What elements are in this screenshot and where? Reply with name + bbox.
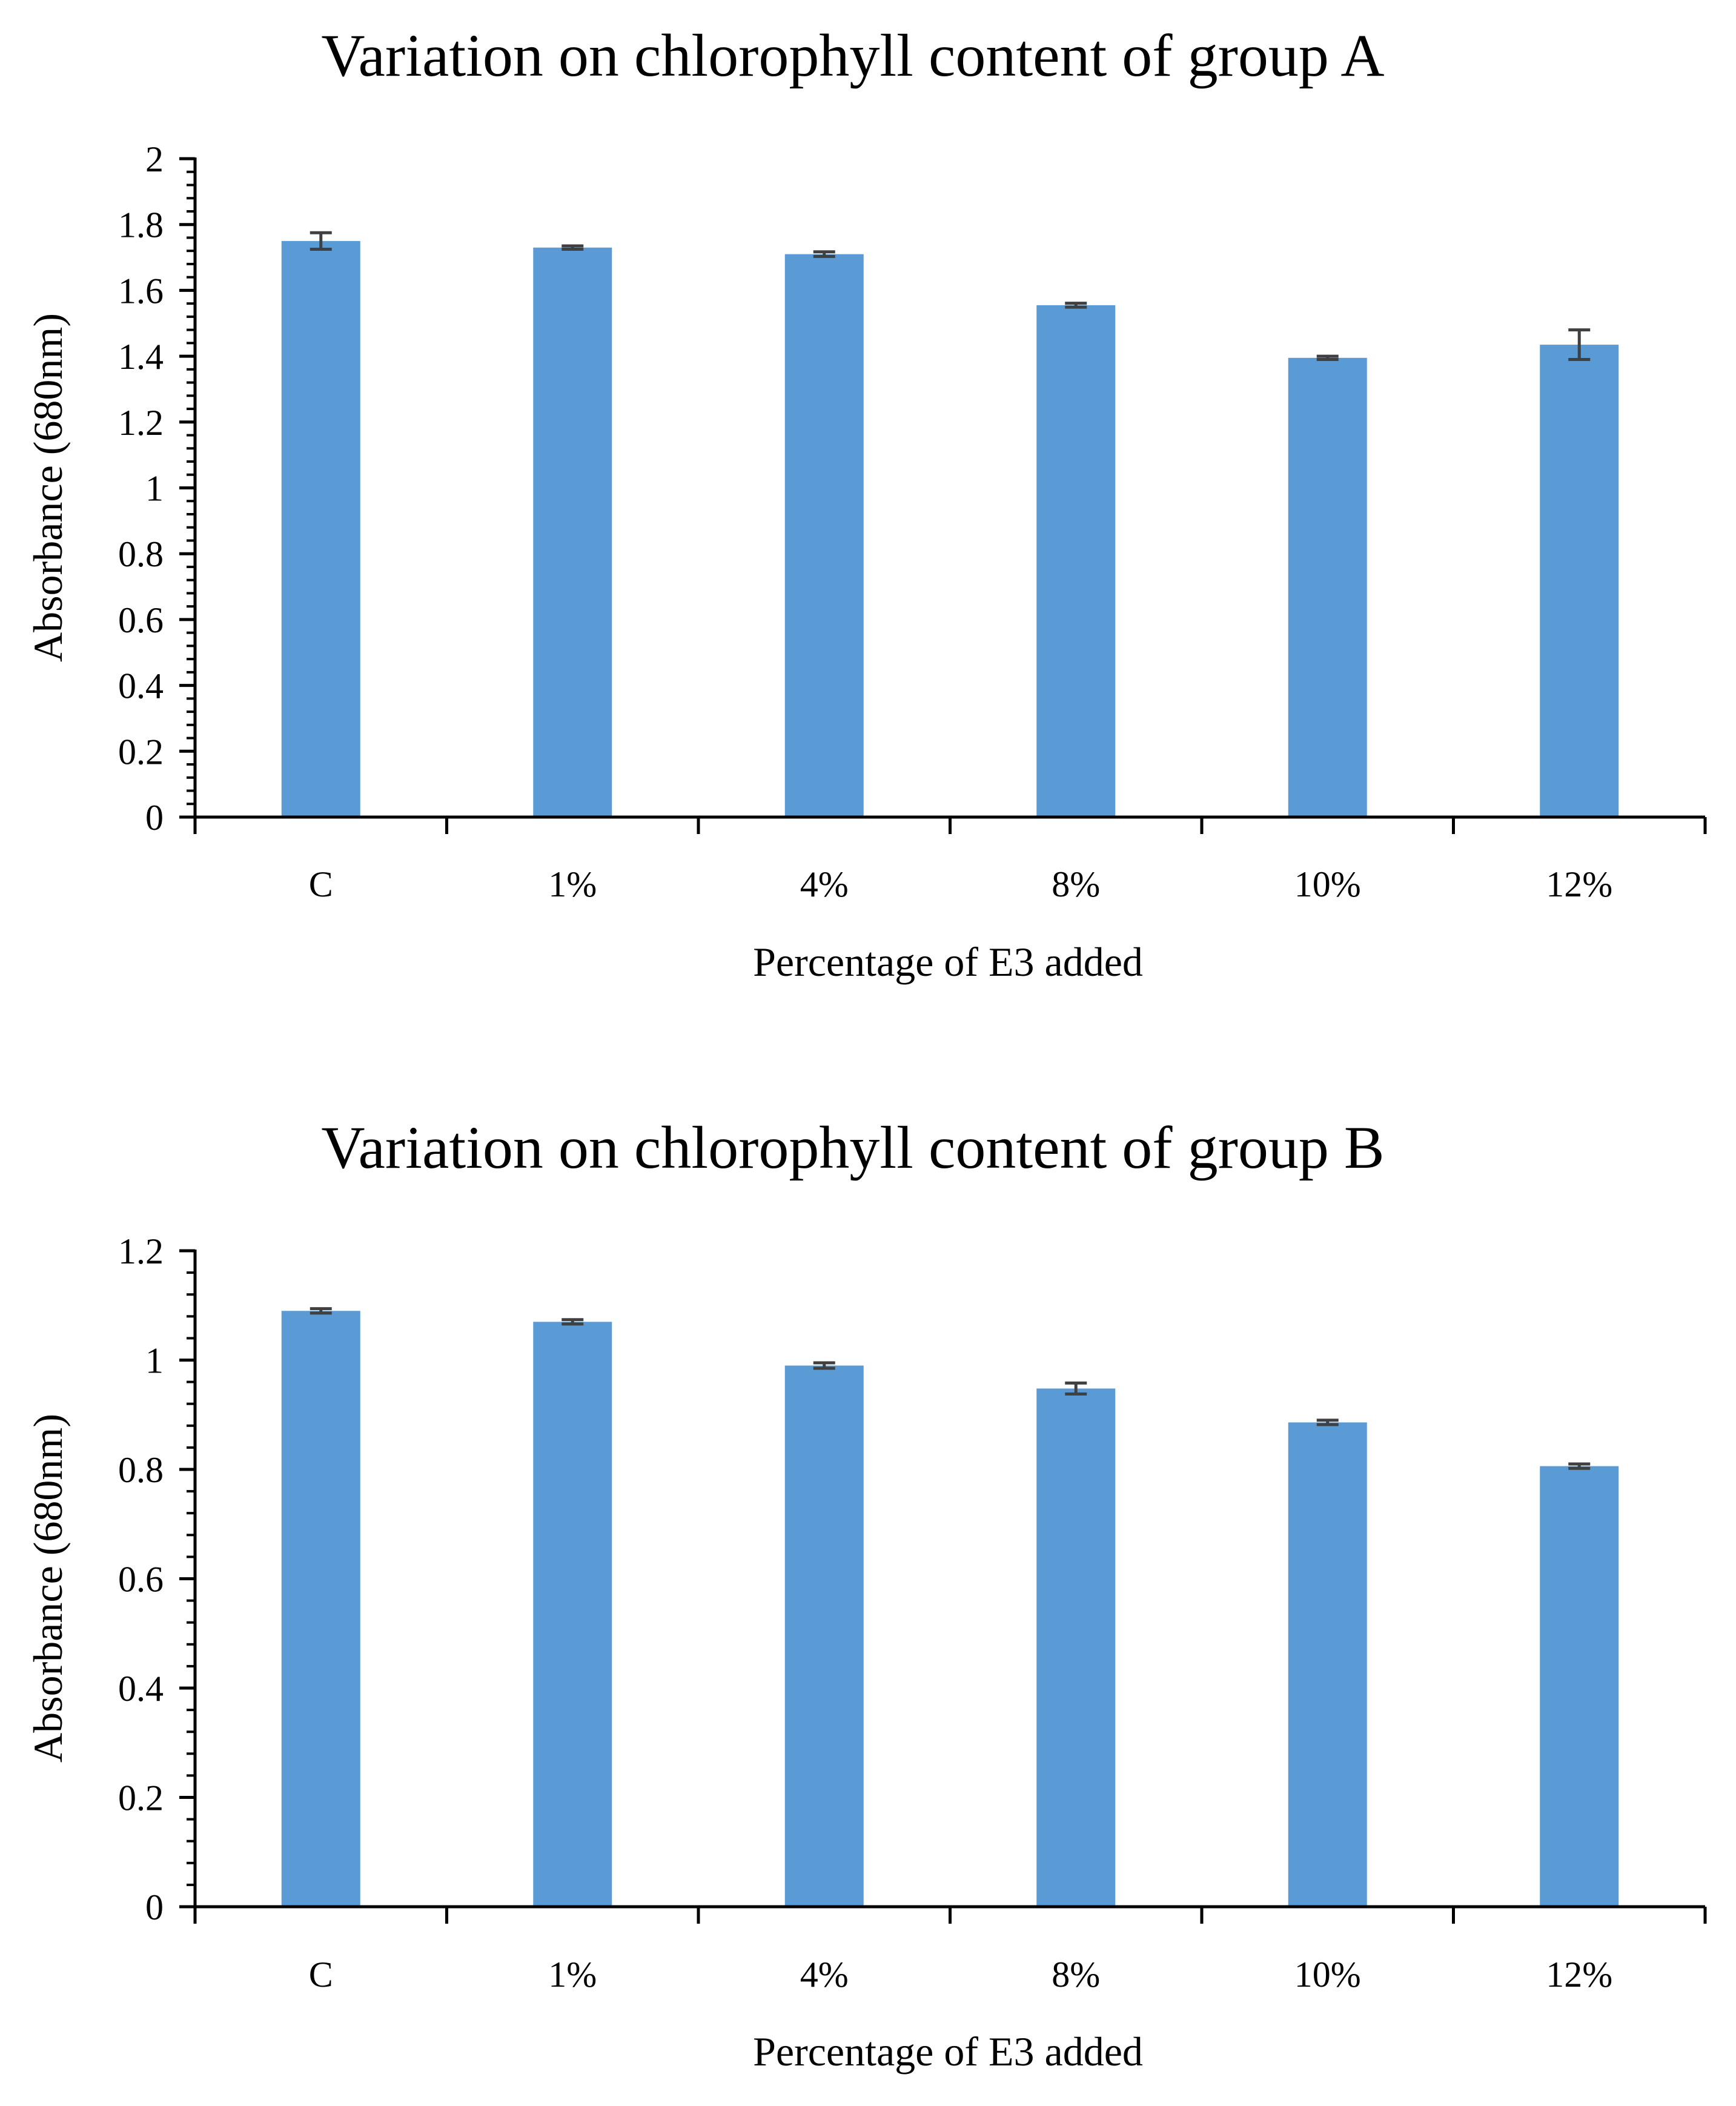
chart-a-x-axis: C 1% 4% 8% 10% 12%	[193, 815, 1707, 904]
error-bar	[813, 250, 835, 258]
chart-group-b: Variation on chlorophyll content of grou…	[25, 1114, 1707, 2075]
x-tick-label: 8%	[1052, 1955, 1100, 1995]
y-tick-label: 1.4	[118, 337, 164, 377]
error-bar	[1568, 328, 1591, 362]
chart-b-error-bars	[310, 1307, 1591, 1470]
y-tick-label: 1	[145, 1341, 164, 1381]
y-tick-label: 0.2	[118, 1778, 164, 1818]
y-tick-label: 0	[145, 798, 164, 838]
error-bar	[1316, 1419, 1339, 1426]
y-tick-label: 0.8	[118, 534, 164, 574]
x-tick-label: C	[309, 1955, 333, 1995]
chart-b-title: Variation on chlorophyll content of grou…	[321, 1114, 1384, 1181]
y-tick-label: 0.2	[118, 732, 164, 772]
bar	[1288, 1422, 1367, 1907]
bar	[1036, 1388, 1116, 1907]
bar	[784, 254, 864, 817]
x-tick-label: 1%	[548, 864, 597, 904]
chart-b-y-axis: 0 0.2 0.4 0.6 0.8 1 1.2	[118, 1231, 197, 1927]
error-bar	[813, 1361, 835, 1370]
error-bar	[310, 231, 332, 251]
y-tick-label: 1.2	[118, 403, 164, 443]
chart-a-title: Variation on chlorophyll content of grou…	[321, 22, 1384, 89]
chart-group-a: Variation on chlorophyll content of grou…	[25, 22, 1707, 985]
error-bar	[1316, 354, 1339, 362]
error-bar	[1065, 302, 1087, 309]
bar	[281, 1311, 360, 1907]
y-tick-label: 1	[145, 469, 164, 509]
y-tick-label: 2	[145, 139, 164, 179]
y-tick-label: 1.8	[118, 205, 164, 245]
error-bar	[1568, 1462, 1591, 1470]
x-tick-label: 4%	[800, 1955, 849, 1995]
chart-a-bars	[281, 240, 1619, 817]
y-tick-label: 0.8	[118, 1450, 164, 1490]
y-tick-label: 1.6	[118, 271, 164, 311]
y-tick-label: 0.6	[118, 600, 164, 640]
chart-a-x-axis-label: Percentage of E3 added	[753, 939, 1143, 985]
error-bar	[1065, 1381, 1087, 1396]
x-tick-label: 4%	[800, 864, 849, 904]
chart-a-error-bars	[310, 231, 1591, 362]
bar	[784, 1365, 864, 1907]
y-tick-label: 0.4	[118, 1669, 164, 1709]
x-tick-label: 10%	[1294, 864, 1361, 904]
chart-b-y-axis-label: Absorbance (680nm)	[25, 1414, 71, 1763]
chart-b-x-axis-label: Percentage of E3 added	[753, 2028, 1143, 2075]
bar	[533, 247, 612, 817]
bar	[1540, 1466, 1619, 1907]
bar	[1540, 345, 1619, 817]
x-tick-label: 12%	[1546, 1955, 1612, 1995]
error-bar	[562, 1318, 584, 1326]
x-tick-label: 8%	[1052, 864, 1100, 904]
bar	[533, 1322, 612, 1907]
bar	[1036, 305, 1116, 817]
x-tick-label: 10%	[1294, 1955, 1361, 1995]
y-tick-label: 0.4	[118, 666, 164, 706]
chart-b-x-axis: C 1% 4% 8% 10% 12%	[193, 1905, 1707, 1995]
x-tick-label: 12%	[1546, 864, 1612, 904]
y-tick-label: 1.2	[118, 1231, 164, 1271]
error-bar	[310, 1307, 332, 1315]
error-bar	[562, 244, 584, 251]
x-tick-label: C	[309, 864, 333, 904]
chart-a-y-axis: 0 0.2 0.4 0.6 0.8 1 1.2 1.4 1.6 1.8 2	[118, 139, 197, 838]
chart-a-y-axis-label: Absorbance (680nm)	[25, 313, 71, 662]
chart-b-bars	[281, 1311, 1619, 1907]
x-tick-label: 1%	[548, 1955, 597, 1995]
bar	[281, 240, 360, 817]
bar	[1288, 357, 1367, 817]
y-tick-label: 0.6	[118, 1560, 164, 1600]
y-tick-label: 0	[145, 1887, 164, 1927]
